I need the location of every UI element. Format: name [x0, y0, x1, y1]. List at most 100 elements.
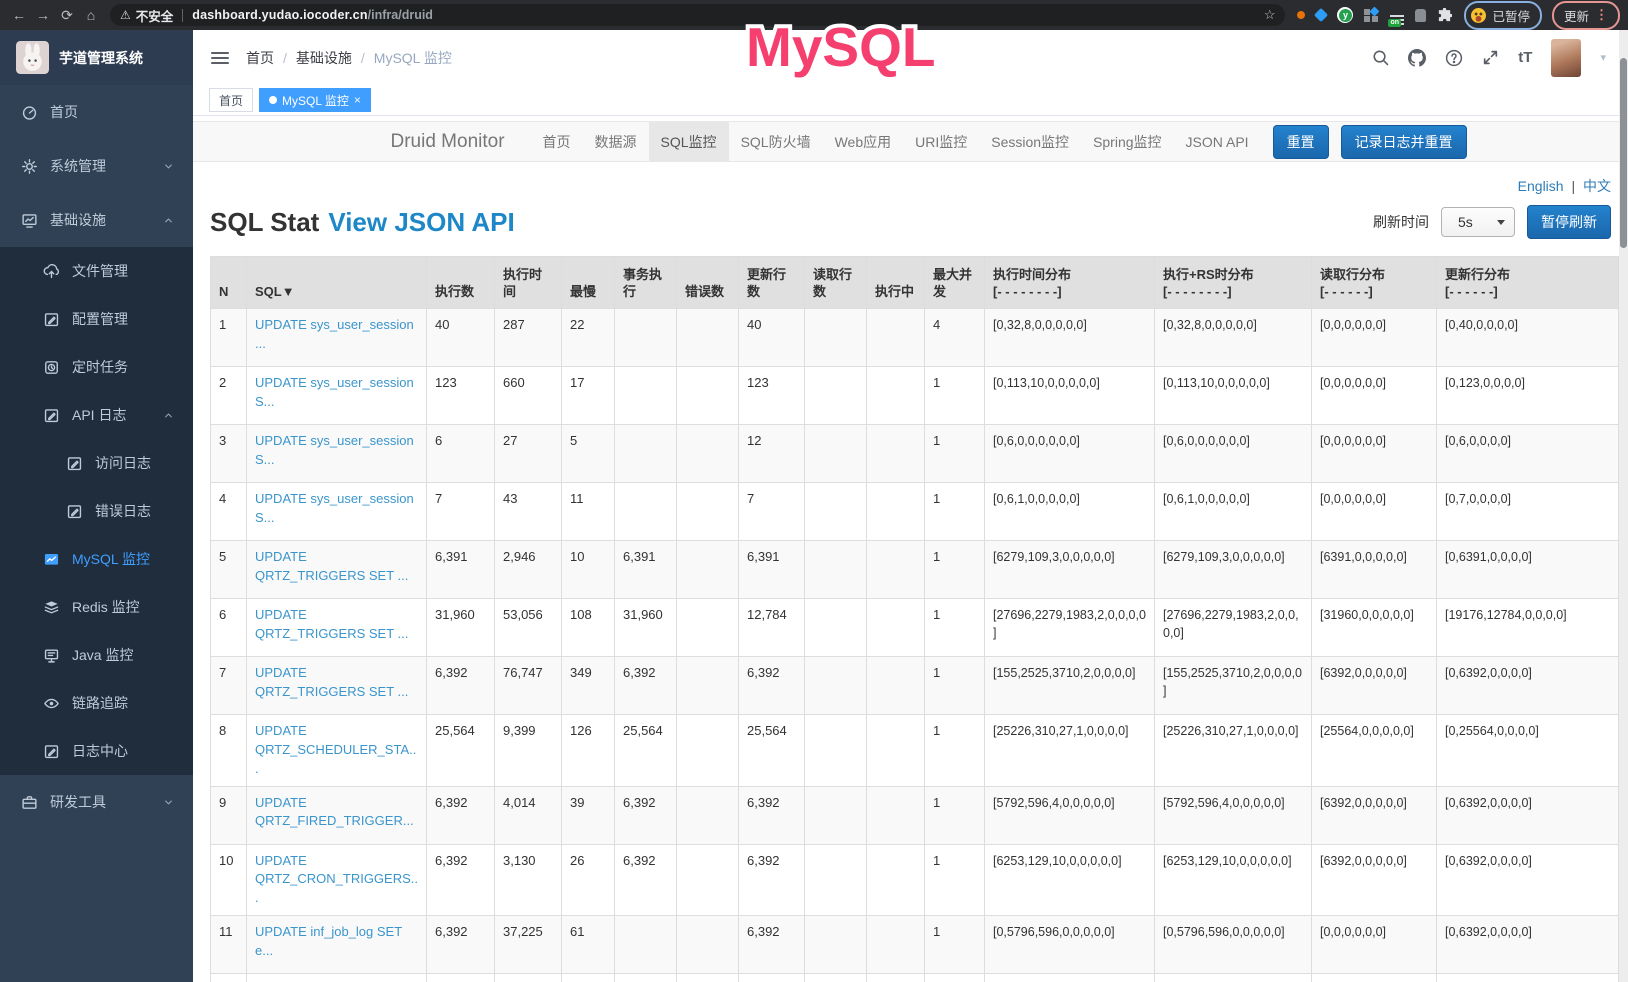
refresh-interval-select[interactable]: 5s	[1441, 207, 1515, 237]
app-logo[interactable]: 芋道管理系统	[0, 30, 193, 85]
breadcrumb-item[interactable]: 基础设施	[295, 49, 352, 66]
col-header-tx_exec[interactable]: 事务执行	[614, 256, 677, 309]
sidebar-item[interactable]: 文件管理	[0, 247, 193, 295]
sidebar-item[interactable]: MySQL 监控	[0, 535, 193, 583]
sidebar-item[interactable]: 研发工具	[0, 775, 193, 829]
hamburger-menu-icon[interactable]	[210, 49, 230, 67]
druid-nav-SQL监控[interactable]: SQL监控	[648, 122, 729, 161]
list-on-extension-icon[interactable]: on	[1388, 8, 1404, 27]
reload-icon[interactable]: ⟳	[61, 7, 73, 23]
sql-link[interactable]: UPDATE QRTZ_TRIGGERS SET ...	[255, 665, 409, 699]
col-header-exec_time[interactable]: 执行时间	[494, 256, 562, 309]
sql-link[interactable]: UPDATE QRTZ_FIRED_TRIGGER...	[255, 794, 414, 829]
col-header-fetch_rows[interactable]: 读取行数	[804, 256, 867, 309]
cell-max_concurrent: 1	[924, 540, 985, 599]
col-header-running[interactable]: 执行中	[866, 256, 925, 309]
blue-gem-extension-icon[interactable]	[1314, 7, 1329, 23]
sql-link[interactable]: UPDATE QRTZ_TRIGGERS SET ...	[255, 549, 409, 583]
green-y-extension-icon[interactable]: y	[1337, 7, 1354, 23]
github-icon[interactable]	[1408, 48, 1427, 67]
cell-slowest: 9	[561, 973, 615, 982]
sidebar-item[interactable]: 定时任务	[0, 343, 193, 391]
sql-link[interactable]: UPDATE sys_user_session S...	[255, 433, 414, 467]
lang-english-link[interactable]: English	[1517, 178, 1564, 194]
sidebar-item[interactable]: 访问日志	[0, 439, 193, 487]
tab-MySQL 监控[interactable]: MySQL 监控 ×	[259, 88, 371, 112]
orange-ring-extension-icon[interactable]	[1297, 11, 1306, 19]
sidebar-item[interactable]: 基础设施	[0, 193, 193, 247]
sql-link[interactable]: UPDATE QRTZ_TRIGGERS SET ...	[255, 607, 409, 641]
druid-nav-首页[interactable]: 首页	[542, 133, 571, 150]
table-row: 1 UPDATE sys_user_session ... 40 287 22 40 4 [0…	[210, 308, 1619, 367]
sql-link[interactable]: UPDATE QRTZ_SCHEDULER_STA...	[255, 723, 417, 776]
druid-nav-JSON API[interactable]: JSON API	[1185, 133, 1249, 150]
sidebar-item[interactable]: Redis 监控	[0, 583, 193, 631]
bookmark-star-icon[interactable]: ☆	[1263, 7, 1276, 22]
sidebar-item[interactable]: 链路追踪	[0, 679, 193, 727]
col-header-sql[interactable]: SQL▼	[246, 256, 427, 309]
druid-nav-SQL防火墙[interactable]: SQL防火墙	[740, 133, 811, 150]
back-icon[interactable]: ←	[12, 7, 26, 23]
paused-extension-badge[interactable]: 已暂停	[1464, 0, 1542, 30]
col-header-slowest[interactable]: 最慢	[561, 256, 615, 309]
help-icon[interactable]	[1445, 49, 1463, 67]
forward-icon[interactable]: →	[36, 7, 50, 23]
font-size-icon[interactable]: tT	[1518, 49, 1533, 66]
col-header-error_count[interactable]: 错误数	[676, 256, 739, 309]
page-scrollbar[interactable]	[1619, 30, 1628, 982]
user-avatar[interactable]	[1551, 38, 1582, 77]
col-header-n[interactable]: N	[210, 256, 247, 309]
sql-link[interactable]: UPDATE QRTZ_CRON_TRIGGERS...	[255, 852, 419, 906]
col-header-exec_count[interactable]: 执行数	[426, 256, 495, 309]
breadcrumb-item[interactable]: 首页	[246, 49, 274, 66]
druid-nav-Spring监控[interactable]: Spring监控	[1093, 133, 1162, 150]
sidebar-item[interactable]: 系统管理	[0, 139, 193, 193]
sql-link[interactable]: UPDATE sys_user_session S...	[255, 491, 414, 525]
col-header-update_rows[interactable]: 更新行数	[738, 256, 805, 309]
home-icon[interactable]: ⌂	[86, 7, 96, 23]
druid-nav-URI监控[interactable]: URI监控	[915, 133, 968, 150]
avatar-caret-icon[interactable]: ▾	[1600, 52, 1606, 64]
cell-update_rows: 7	[738, 482, 805, 541]
druid-nav-Web应用[interactable]: Web应用	[834, 133, 892, 150]
pause-refresh-button[interactable]: 暂停刷新	[1527, 205, 1611, 239]
view-json-api-link[interactable]: View JSON API	[328, 206, 515, 237]
druid-brand[interactable]: Druid Monitor	[390, 130, 505, 152]
sidebar-item[interactable]: 错误日志	[0, 487, 193, 535]
reset-button[interactable]: 重置	[1272, 124, 1329, 159]
sidebar-item[interactable]: 首页	[0, 85, 193, 139]
security-warning-label[interactable]: 不安全	[135, 9, 174, 24]
sidebar-item[interactable]: 配置管理	[0, 295, 193, 343]
scrollbar-thumb[interactable]	[1620, 58, 1627, 248]
browser-update-button[interactable]: 更新 ⋮	[1551, 0, 1620, 30]
cell-tx_exec: 25,564	[614, 714, 677, 787]
cell-running	[866, 843, 925, 917]
col-header-exec_time_dist[interactable]: 执行时间分布 [- - - - - - - -]	[984, 256, 1155, 309]
col-header-exec_rs_dist[interactable]: 执行+RS时分布 [- - - - - - - -]	[1154, 256, 1312, 309]
puzzle-extensions-icon[interactable]	[1437, 7, 1453, 23]
sql-link[interactable]: UPDATE sys_user_session S...	[255, 375, 414, 409]
sql-link[interactable]: UPDATE sys_user_session ...	[255, 317, 414, 351]
tab-首页[interactable]: 首页	[209, 88, 254, 112]
col-header-update_row_dist[interactable]: 更新行分布 [- - - - - -]	[1436, 256, 1619, 309]
sidebar: 芋道管理系统 首页 系统管理 基础设施 文件管理 配置管理 定时任务 API 日志 访问日志错…	[0, 30, 193, 982]
log-and-reset-button[interactable]: 记录日志并重置	[1340, 124, 1467, 159]
lang-chinese-link[interactable]: 中文	[1583, 178, 1611, 194]
sql-link[interactable]: UPDATE inf_job_log SET e...	[255, 924, 402, 958]
druid-nav-Session监控[interactable]: Session监控	[991, 133, 1070, 150]
cell-exec_rs_dist: [25226,310,27,1,0,0,0,0]	[1154, 714, 1312, 787]
sidebar-item[interactable]: API 日志	[0, 391, 193, 439]
search-icon[interactable]	[1372, 49, 1389, 66]
col-header-fetch_row_dist[interactable]: 读取行分布 [- - - - - -]	[1311, 256, 1437, 309]
tag-close-icon[interactable]: ×	[353, 93, 361, 107]
sidebar-item[interactable]: 日志中心	[0, 727, 193, 775]
url-divider	[182, 8, 184, 22]
url-bar[interactable]: ⚠ 不安全 dashboard.yudao.iocoder.cn/infra/d…	[110, 4, 1286, 26]
sidebar-item[interactable]: Java 监控	[0, 631, 193, 679]
squares-extension-icon[interactable]	[1364, 6, 1380, 22]
fullscreen-icon[interactable]	[1482, 49, 1499, 66]
gray-extension-icon[interactable]	[1415, 8, 1427, 22]
col-header-max_concurrent[interactable]: 最大并发	[924, 256, 985, 309]
browser-menu-icon[interactable]: ⋮	[1595, 7, 1608, 22]
druid-nav-数据源[interactable]: 数据源	[594, 133, 637, 150]
